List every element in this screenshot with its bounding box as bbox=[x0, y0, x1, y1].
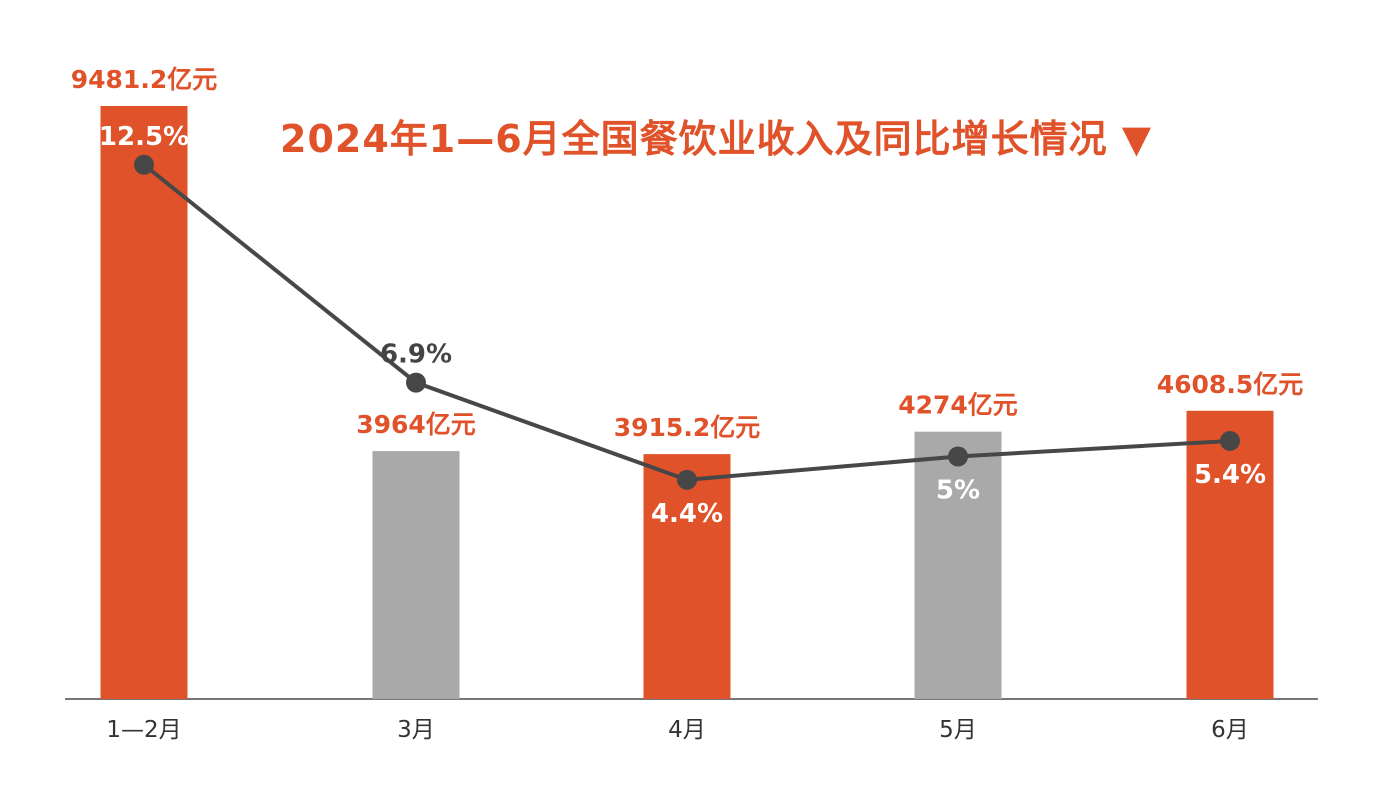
x-tick-label: 5月 bbox=[939, 717, 977, 743]
growth-label: 4.4% bbox=[651, 499, 723, 529]
growth-label: 12.5% bbox=[99, 122, 189, 152]
x-tick-label: 1—2月 bbox=[106, 717, 181, 743]
bar-value-label: 4608.5亿元 bbox=[1157, 370, 1303, 399]
growth-label: 5% bbox=[936, 476, 980, 506]
x-tick-label: 3月 bbox=[397, 717, 435, 743]
bar-value-label: 3915.2亿元 bbox=[614, 413, 760, 442]
x-tick-label: 6月 bbox=[1211, 717, 1249, 743]
bar bbox=[100, 106, 188, 699]
growth-point bbox=[1220, 430, 1240, 451]
bar-value-label: 4274亿元 bbox=[898, 391, 1018, 420]
bar-value-label: 3964亿元 bbox=[356, 410, 476, 439]
growth-label: 5.4% bbox=[1194, 460, 1266, 490]
chart-title: 2024年1—6月全国餐饮业收入及同比增长情况 ▼ bbox=[280, 117, 1153, 161]
growth-label: 6.9% bbox=[380, 340, 452, 370]
growth-point bbox=[134, 154, 154, 175]
bar bbox=[914, 431, 1002, 699]
x-tick-label: 4月 bbox=[668, 717, 706, 743]
growth-point bbox=[406, 372, 426, 393]
bar bbox=[643, 454, 731, 699]
growth-point bbox=[677, 469, 697, 490]
bar-value-label: 9481.2亿元 bbox=[71, 65, 217, 94]
bar bbox=[372, 451, 460, 699]
bar bbox=[1186, 410, 1274, 699]
growth-point bbox=[948, 446, 968, 467]
